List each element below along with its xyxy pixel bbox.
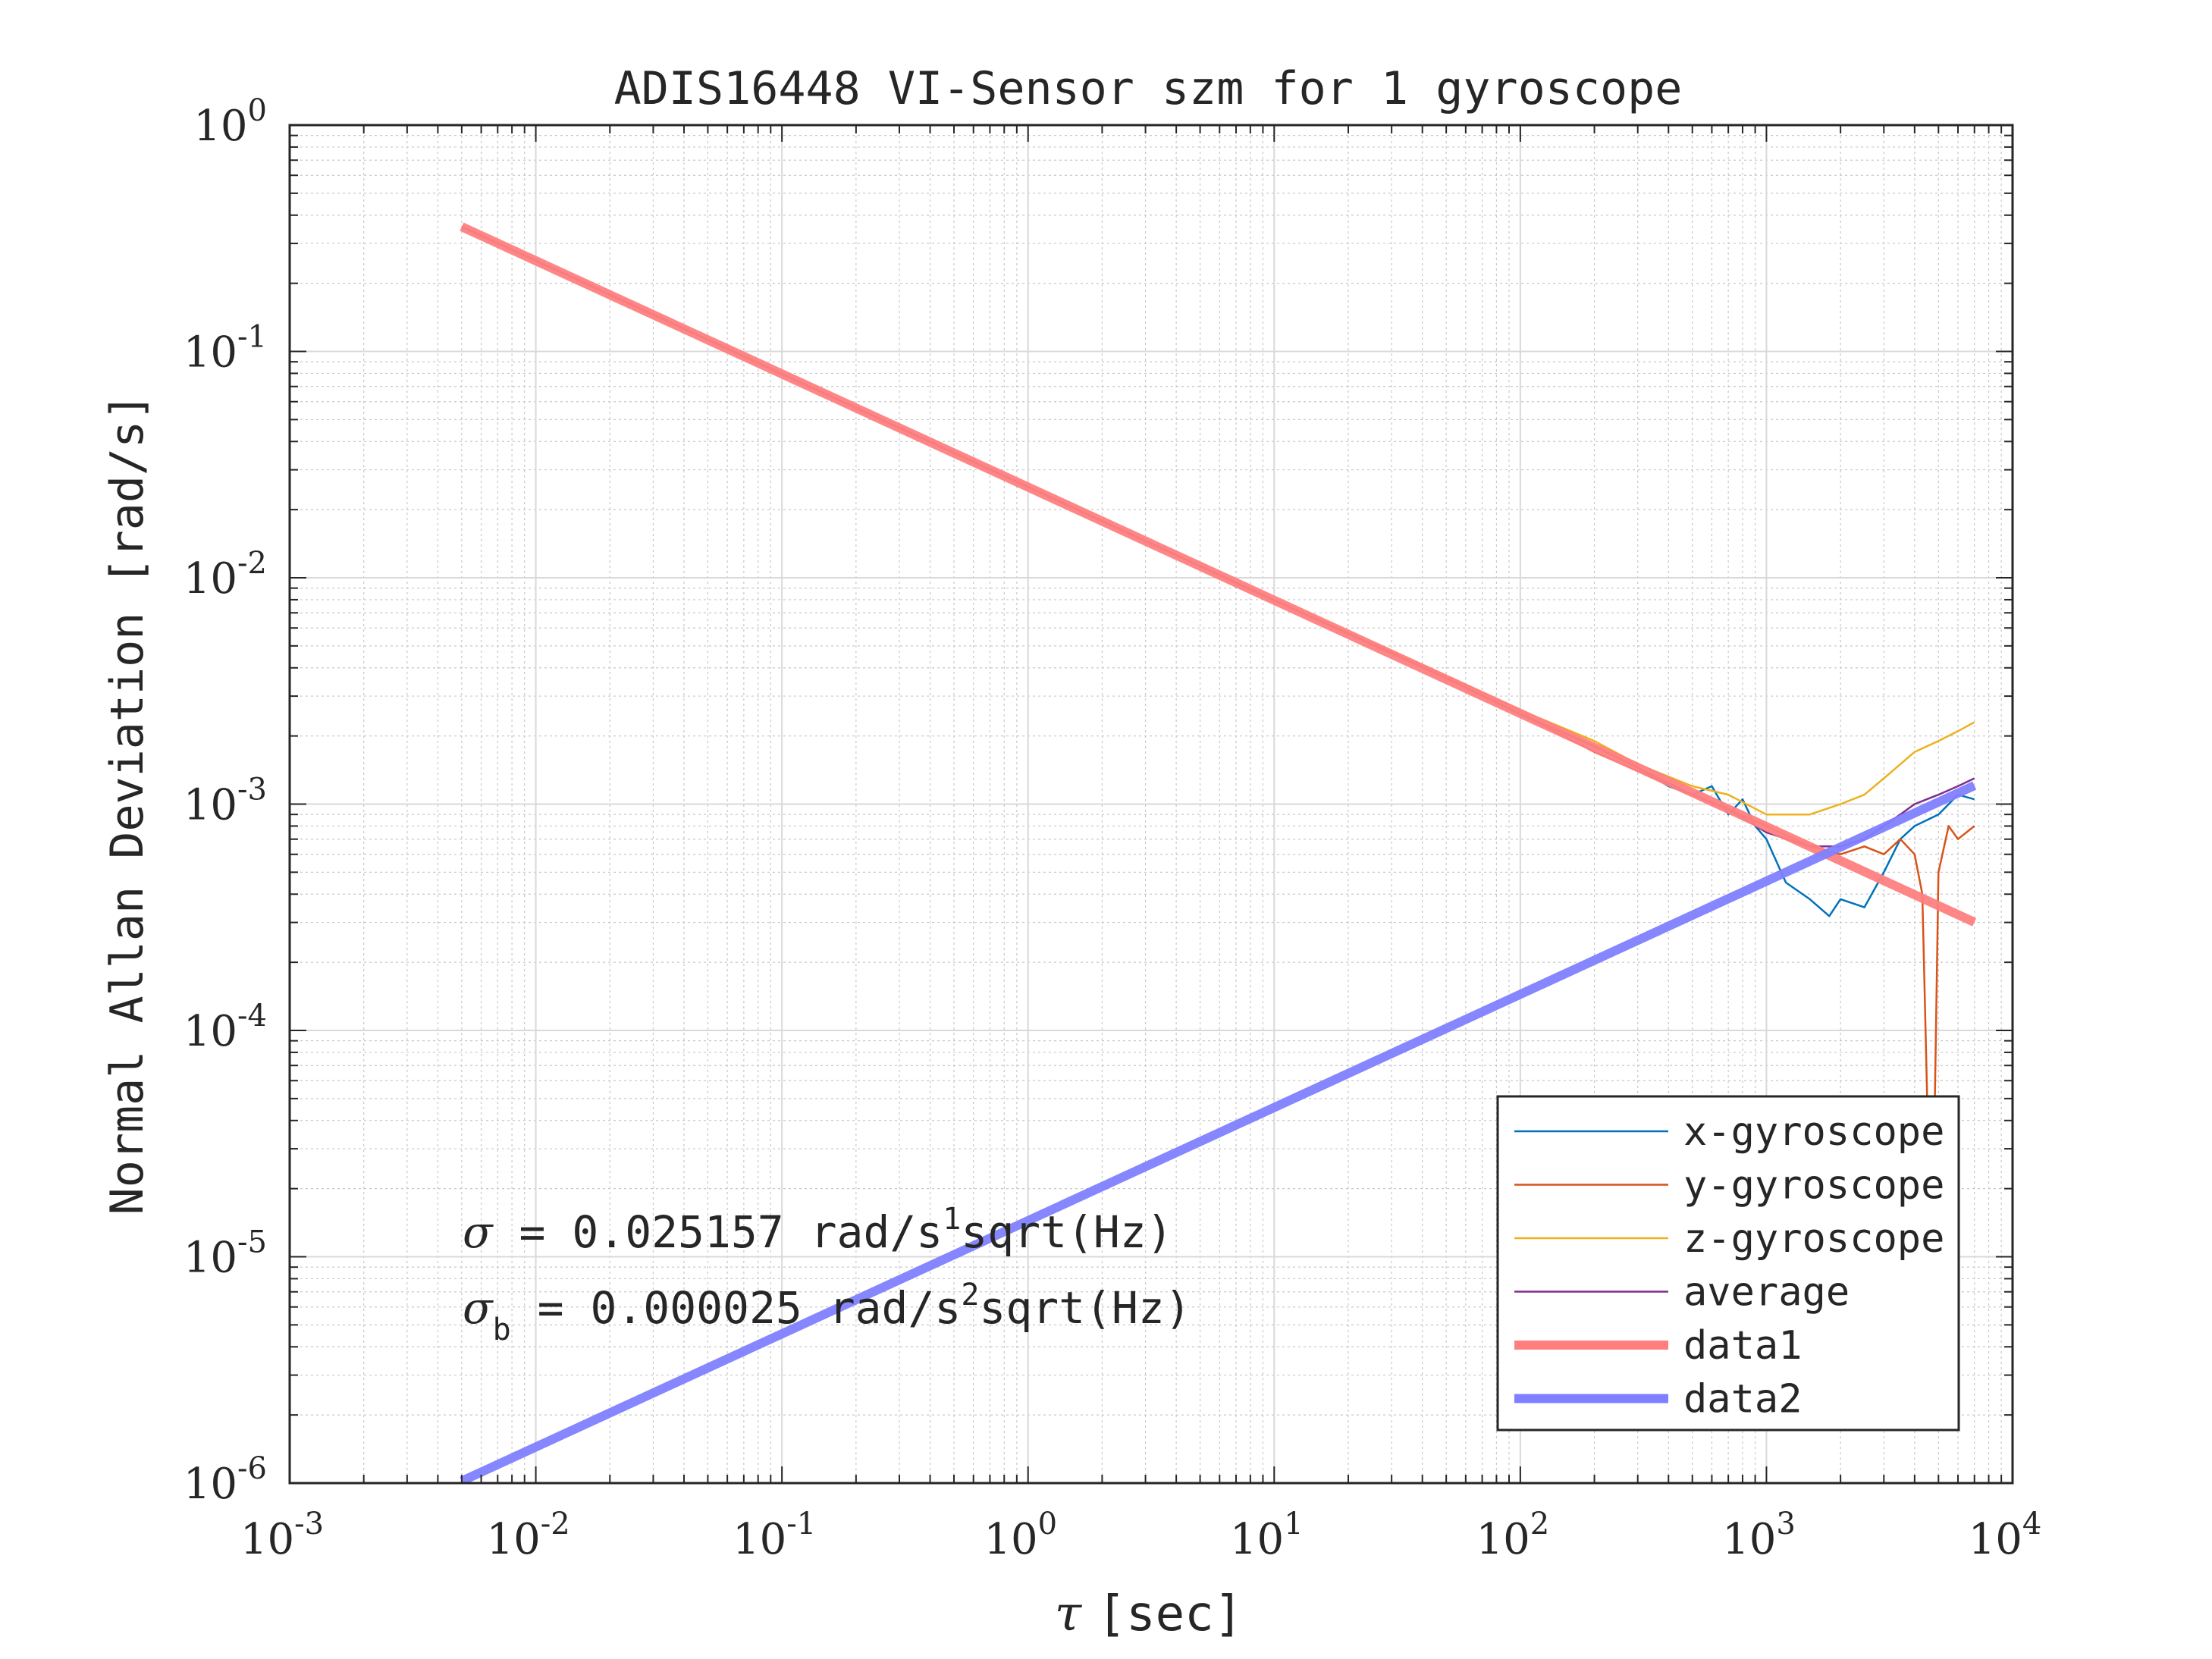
x-tick-label: 10-3 xyxy=(240,1507,324,1564)
y-tick-label: 10-4 xyxy=(184,999,267,1056)
legend-label-x-gyroscope: x-gyroscope xyxy=(1683,1109,1944,1155)
series-lines xyxy=(460,222,1977,1483)
annotations: σ = 0.025157 rad/s1sqrt(Hz) σb = 0.000025… xyxy=(463,1202,1191,1347)
legend-label-z-gyroscope: z-gyroscope xyxy=(1683,1216,1944,1262)
sigma-annotation: σb = 0.000025 rad/s2sqrt(Hz) xyxy=(463,1278,1191,1347)
legend-label-y-gyroscope: y-gyroscope xyxy=(1683,1163,1944,1209)
y-tick-label: 10-1 xyxy=(184,320,267,378)
legend: x-gyroscope y-gyroscope z-gyroscope average… xyxy=(1496,1095,1960,1432)
x-tick-label: 104 xyxy=(1969,1507,2042,1564)
legend-label-data2: data2 xyxy=(1683,1377,1803,1422)
legend-box xyxy=(1496,1095,1960,1432)
y-tick-label: 10-3 xyxy=(184,773,267,830)
series-line-data2 xyxy=(460,781,1977,1483)
y-tick-label: 10-2 xyxy=(184,546,267,604)
series-line-data1 xyxy=(460,222,1977,927)
y-tick-label: 100 xyxy=(193,93,267,151)
x-axis-label: τ [sec] xyxy=(1055,1586,1243,1642)
y-tick-label: 10-5 xyxy=(184,1225,267,1283)
x-tick-label: 103 xyxy=(1722,1507,1796,1564)
x-tick-label: 102 xyxy=(1476,1507,1549,1564)
legend-label-data1: data1 xyxy=(1683,1323,1803,1369)
grid xyxy=(289,124,2013,1484)
chart-title: ADIS16448 VI-Sensor szm for 1 gyroscope xyxy=(614,62,1683,115)
axes: 10-3 10-2 10-1 100 101 102 103 104 100 10-1 10-2 10… xyxy=(101,93,2041,1642)
legend-label-average: average xyxy=(1683,1270,1850,1316)
y-tick-label: 10-6 xyxy=(184,1451,267,1509)
x-tick-label: 10-1 xyxy=(733,1507,816,1564)
sigma-annotation: σ = 0.025157 rad/s1sqrt(Hz) xyxy=(463,1202,1173,1258)
x-tick-label: 101 xyxy=(1230,1507,1304,1564)
x-tick-label: 10-2 xyxy=(486,1507,569,1564)
x-tick-label: 100 xyxy=(984,1507,1057,1564)
y-axis-label: Normal Allan Deviation [rad/s] xyxy=(101,394,154,1215)
